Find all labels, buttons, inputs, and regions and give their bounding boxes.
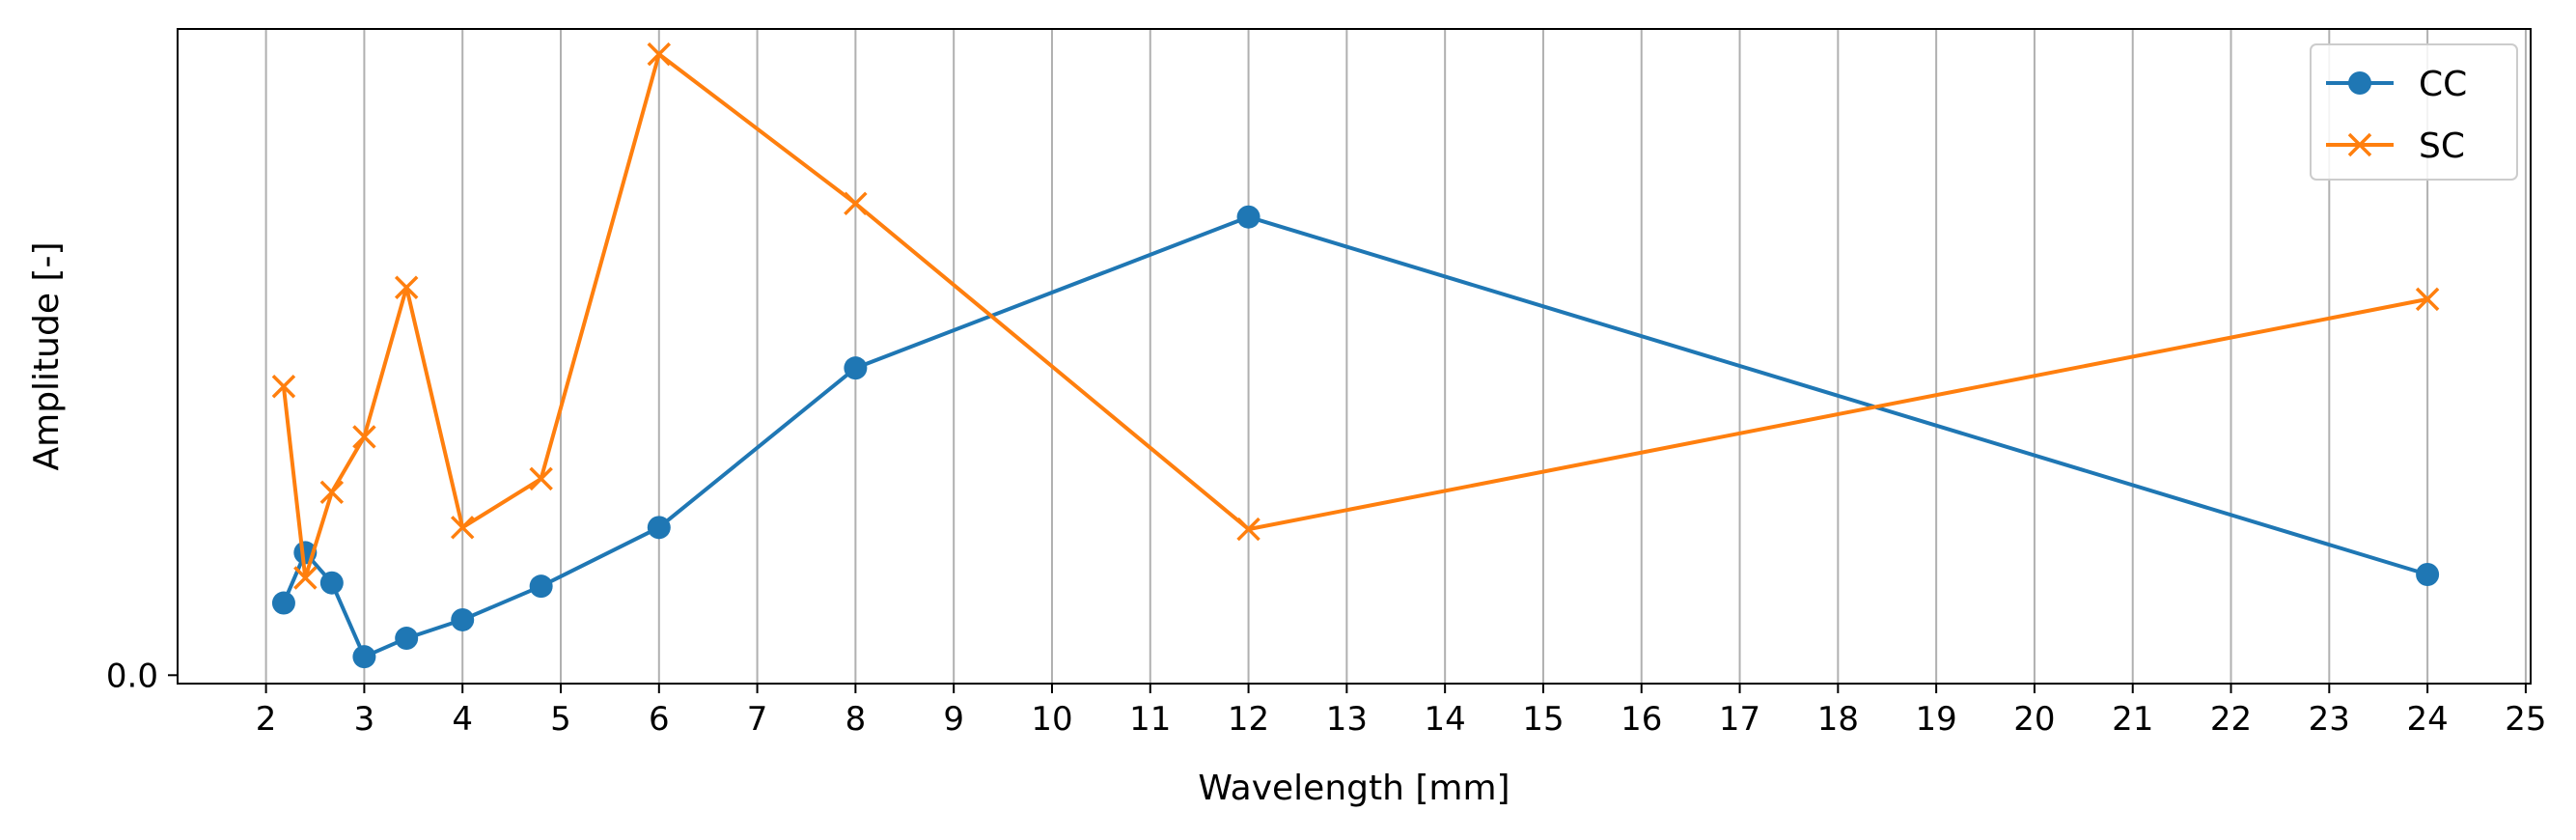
data-point (1236, 205, 1260, 229)
x-tick-label: 6 (649, 700, 670, 739)
x-tick-label: 25 (2505, 700, 2546, 739)
legend-item-sc: SC (2326, 126, 2465, 166)
x-tick-label: 5 (550, 700, 571, 739)
y-tick-label: 0.0 (106, 657, 158, 695)
data-point (395, 627, 419, 651)
x-axis-label: Wavelength [mm] (1198, 769, 1510, 808)
data-point (529, 466, 553, 491)
legend-box (2310, 43, 2518, 181)
legend-marker (2348, 71, 2371, 95)
x-tick-label: 15 (1522, 700, 1564, 739)
x-tick-label: 18 (1817, 700, 1859, 739)
data-point (271, 591, 295, 615)
data-point (844, 191, 868, 216)
x-tick-label: 20 (2013, 700, 2055, 739)
x-tick-label: 17 (1719, 700, 1760, 739)
x-tick-label: 4 (452, 700, 473, 739)
x-tick-label: 10 (1031, 700, 1072, 739)
x-tick-label: 9 (943, 700, 964, 739)
x-tick-label: 13 (1326, 700, 1368, 739)
data-point (1236, 517, 1260, 542)
data-point (352, 645, 376, 669)
data-point (844, 356, 868, 380)
data-point (319, 571, 344, 595)
data-point (450, 516, 475, 540)
data-point (647, 516, 671, 540)
data-point (319, 480, 345, 505)
x-axis: 2 3 4 5 6 7 8 9 10 11 12 13 14 15 16 17 18 19 20 21 22 23 24 25 (256, 684, 2547, 739)
legend: CC SC (2310, 43, 2518, 181)
x-tick-label: 23 (2309, 700, 2350, 739)
data-point (647, 42, 672, 67)
data-point (451, 607, 475, 631)
data-point (271, 375, 296, 399)
data-point (293, 566, 318, 590)
x-tick-label: 8 (845, 700, 867, 739)
data-point (529, 574, 553, 599)
x-tick-label: 14 (1425, 700, 1466, 739)
legend-marker (2347, 132, 2372, 157)
data-point (394, 275, 419, 299)
x-tick-label: 12 (1228, 700, 1269, 739)
x-tick-label: 3 (354, 700, 375, 739)
legend-label: SC (2419, 126, 2465, 166)
data-point (2416, 563, 2440, 586)
x-tick-label: 24 (2406, 700, 2448, 739)
legend-label: CC (2419, 65, 2467, 104)
plot-frame (177, 28, 2532, 685)
data-point (2415, 287, 2440, 312)
x-tick-label: 21 (2112, 700, 2153, 739)
x-tick-label: 19 (1916, 700, 1957, 739)
series-layer (271, 42, 2440, 669)
y-axis: 0.0 (106, 657, 178, 695)
series-cc (271, 205, 2440, 669)
legend-item-cc: CC (2326, 65, 2467, 104)
y-axis-label: Amplitude [-] (27, 241, 67, 470)
x-tick-label: 16 (1620, 700, 1662, 739)
x-tick-label: 2 (256, 700, 277, 739)
data-point (352, 425, 376, 449)
x-tick-label: 22 (2210, 700, 2252, 739)
x-tick-label: 11 (1129, 700, 1171, 739)
series-sc (271, 42, 2440, 590)
x-tick-label: 7 (747, 700, 768, 739)
